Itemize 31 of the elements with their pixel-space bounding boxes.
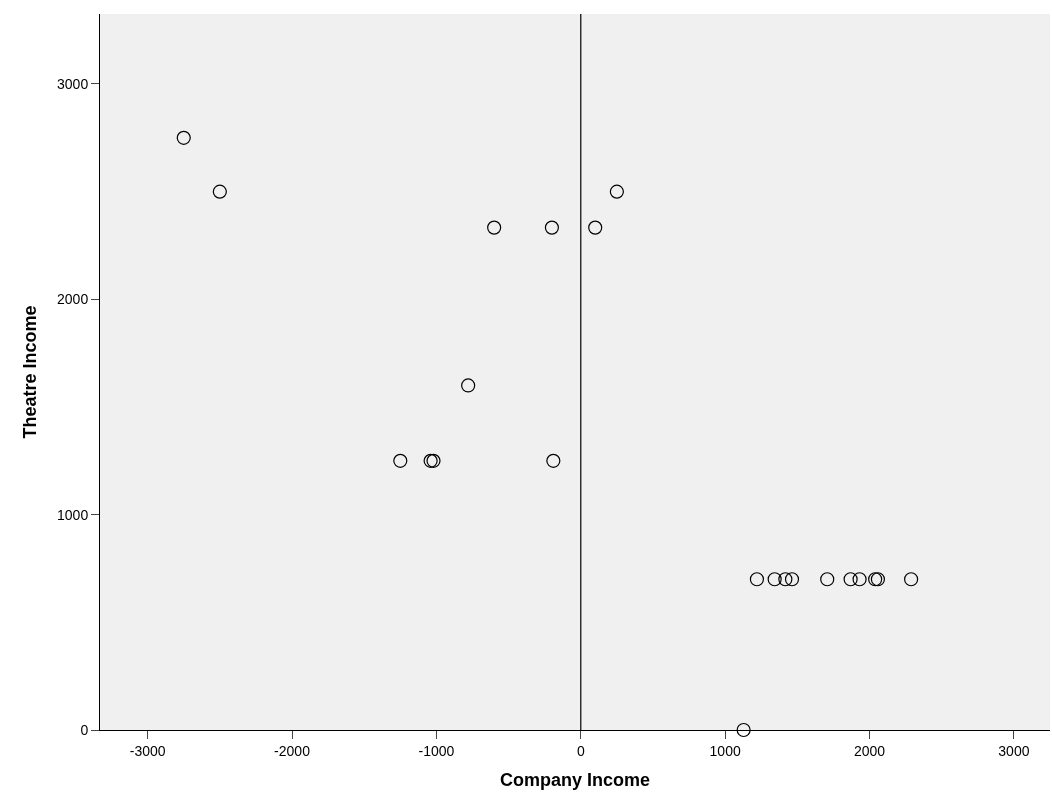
point xyxy=(767,572,782,587)
x-tick-label: 2000 xyxy=(853,742,886,759)
point xyxy=(212,184,227,199)
point xyxy=(393,453,408,468)
x-tick-label: -3000 xyxy=(129,742,166,759)
x-tick-label: -1000 xyxy=(418,742,455,759)
point xyxy=(820,572,835,587)
point xyxy=(461,378,476,393)
y-tick-label: 1000 xyxy=(57,506,89,523)
point xyxy=(778,572,793,587)
x-tick-label: 0 xyxy=(576,742,585,759)
point xyxy=(784,572,800,587)
point xyxy=(749,572,765,587)
x-tick-label: 1000 xyxy=(709,742,741,759)
y-tick-label: 2000 xyxy=(57,291,89,308)
x-tick-label: 3000 xyxy=(998,742,1030,759)
point xyxy=(546,453,561,468)
point xyxy=(487,220,502,235)
point xyxy=(852,572,867,587)
point xyxy=(609,184,624,199)
point xyxy=(176,130,191,145)
x-axis-title: Company Income xyxy=(499,769,651,790)
point xyxy=(904,572,919,587)
point xyxy=(588,220,603,235)
point xyxy=(544,220,559,235)
y-tick-label: 3000 xyxy=(57,75,89,92)
y-axis-title: Theatre Income xyxy=(20,305,41,439)
point xyxy=(843,572,858,587)
point xyxy=(736,722,751,738)
x-tick-label: -2000 xyxy=(274,742,311,759)
y-tick-label: 0 xyxy=(80,721,89,738)
